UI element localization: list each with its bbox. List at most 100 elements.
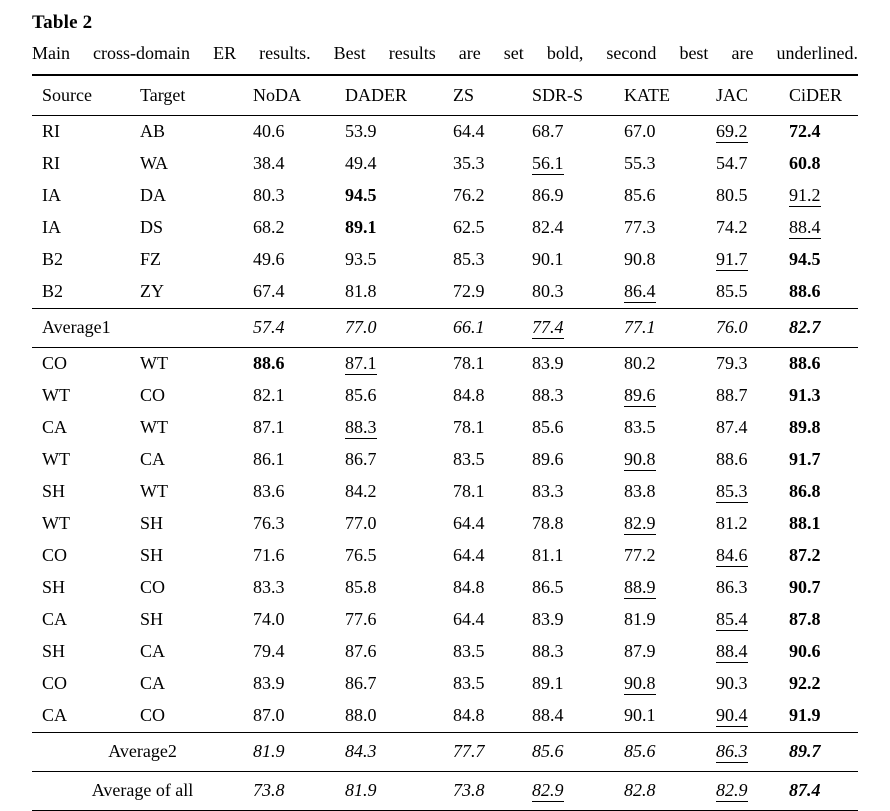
underlined-value: 91.2 bbox=[789, 185, 821, 207]
table-row: CA SH 74.0 77.6 64.4 83.9 81.9 85.4 87.8 bbox=[32, 604, 858, 636]
table-row: B2 ZY 67.4 81.8 72.9 80.3 86.4 85.5 88.6 bbox=[32, 276, 858, 309]
table-body: RI AB 40.6 53.9 64.4 68.7 67.0 69.2 72.4 RI WA 38.4… bbox=[32, 116, 858, 811]
cell-value: 78.1 bbox=[453, 417, 485, 437]
cell-value: 79.3 bbox=[716, 353, 748, 373]
average-label: Average2 bbox=[32, 732, 253, 772]
cell-target: WT bbox=[140, 417, 168, 437]
cell-value: 49.6 bbox=[253, 249, 285, 269]
cell-value: 83.5 bbox=[624, 417, 656, 437]
cell-value: 54.7 bbox=[716, 153, 748, 173]
cell-source: WT bbox=[42, 449, 70, 469]
underlined-value: 84.6 bbox=[716, 545, 748, 567]
cell-target: SH bbox=[140, 609, 164, 629]
cell-average-value: 85.6 bbox=[532, 732, 624, 772]
cell-value: 89.6 bbox=[532, 449, 564, 469]
underlined-value: 85.3 bbox=[716, 481, 748, 503]
cell-value: 88.7 bbox=[716, 385, 748, 405]
cell-value: 90.8 bbox=[624, 444, 716, 476]
cell-value: 80.2 bbox=[624, 353, 656, 373]
cell-value: 91.7 bbox=[789, 449, 821, 469]
cell-value: 88.6 bbox=[253, 353, 285, 373]
cell-value: 81.1 bbox=[532, 545, 564, 565]
table-row: RI AB 40.6 53.9 64.4 68.7 67.0 69.2 72.4 bbox=[32, 116, 858, 149]
column-header-cider: CiDER bbox=[789, 74, 858, 116]
cell-value: 35.3 bbox=[453, 153, 485, 173]
underlined-value: 82.9 bbox=[624, 513, 656, 535]
cell-average-value: 73.8 bbox=[453, 771, 532, 811]
cell-value: 93.5 bbox=[345, 249, 377, 269]
cell-average-value: 77.4 bbox=[532, 308, 624, 348]
cell-value: 83.8 bbox=[624, 481, 656, 501]
cell-value: 71.6 bbox=[253, 545, 285, 565]
cell-value: 85.3 bbox=[716, 476, 789, 508]
underlined-value: 88.3 bbox=[345, 417, 377, 439]
cell-target: CO bbox=[140, 577, 166, 597]
cell-value: 64.4 bbox=[453, 513, 485, 533]
cell-value: 88.9 bbox=[624, 572, 716, 604]
cell-value: 87.1 bbox=[345, 348, 453, 381]
cell-average-value: 82.9 bbox=[532, 771, 624, 811]
header-row: Source Target NoDA DADER ZS SDR-S KATE J… bbox=[32, 74, 858, 116]
cell-value: 62.5 bbox=[453, 217, 485, 237]
average-row: Average1 57.4 77.0 66.1 77.4 77.1 76.0 82.7 bbox=[32, 308, 858, 348]
underlined-value: 87.1 bbox=[345, 353, 377, 375]
cell-value: 85.4 bbox=[716, 604, 789, 636]
cell-value: 68.7 bbox=[532, 121, 564, 141]
cell-average-value: 81.9 bbox=[345, 771, 453, 811]
cell-value: 89.1 bbox=[345, 217, 377, 237]
cell-value: 86.5 bbox=[532, 577, 564, 597]
average-row: Average of all 73.8 81.9 73.8 82.9 82.8 82.9 87… bbox=[32, 771, 858, 811]
cell-value: 87.0 bbox=[253, 705, 285, 725]
cell-value: 90.8 bbox=[624, 668, 716, 700]
cell-value: 77.0 bbox=[345, 513, 377, 533]
cell-value: 86.3 bbox=[716, 577, 748, 597]
cell-target: ZY bbox=[140, 281, 164, 301]
cell-average-value: 76.0 bbox=[716, 308, 789, 348]
table-row: CO SH 71.6 76.5 64.4 81.1 77.2 84.6 87.2 bbox=[32, 540, 858, 572]
cell-source: WT bbox=[42, 385, 70, 405]
cell-value: 84.8 bbox=[453, 385, 485, 405]
underlined-value: 85.4 bbox=[716, 609, 748, 631]
underlined-value: 82.9 bbox=[532, 780, 564, 802]
cell-average-value: 77.0 bbox=[345, 308, 453, 348]
cell-value: 83.6 bbox=[253, 481, 285, 501]
cell-value: 89.8 bbox=[789, 417, 821, 437]
cell-value: 77.6 bbox=[345, 609, 377, 629]
cell-value: 88.6 bbox=[789, 281, 821, 301]
cell-value: 90.6 bbox=[789, 641, 821, 661]
cell-value: 78.8 bbox=[532, 513, 564, 533]
cell-value: 38.4 bbox=[253, 153, 285, 173]
table-caption: Main cross-domain ER results. Best resul… bbox=[32, 43, 858, 63]
cell-value: 87.4 bbox=[716, 417, 748, 437]
average-label: Average of all bbox=[32, 771, 253, 811]
cell-value: 69.2 bbox=[716, 116, 789, 149]
cell-value: 90.1 bbox=[532, 249, 564, 269]
cell-target: CA bbox=[140, 449, 166, 469]
cell-value: 79.4 bbox=[253, 641, 285, 661]
column-header-jac: JAC bbox=[716, 74, 789, 116]
cell-value: 67.0 bbox=[624, 121, 656, 141]
cell-value: 87.6 bbox=[345, 641, 377, 661]
cell-value: 84.8 bbox=[453, 705, 485, 725]
cell-value: 88.1 bbox=[789, 513, 821, 533]
cell-value: 90.4 bbox=[716, 700, 789, 733]
underlined-value: 86.4 bbox=[624, 281, 656, 303]
cell-source: RI bbox=[42, 121, 60, 141]
cell-target: CO bbox=[140, 385, 166, 405]
cell-value: 68.2 bbox=[253, 217, 285, 237]
table-row: CA WT 87.1 88.3 78.1 85.6 83.5 87.4 89.8 bbox=[32, 412, 858, 444]
underlined-value: 90.8 bbox=[624, 673, 656, 695]
cell-value: 78.1 bbox=[453, 353, 485, 373]
table-row: B2 FZ 49.6 93.5 85.3 90.1 90.8 91.7 94.5 bbox=[32, 244, 858, 276]
cell-value: 88.6 bbox=[789, 353, 821, 373]
cell-value: 94.5 bbox=[345, 185, 377, 205]
underlined-value: 88.9 bbox=[624, 577, 656, 599]
cell-target: DS bbox=[140, 217, 164, 237]
table-row: CO CA 83.9 86.7 83.5 89.1 90.8 90.3 92.2 bbox=[32, 668, 858, 700]
cell-value: 60.8 bbox=[789, 153, 821, 173]
cell-source: WT bbox=[42, 513, 70, 533]
column-header-dader: DADER bbox=[345, 74, 453, 116]
cell-target: SH bbox=[140, 513, 164, 533]
cell-value: 87.1 bbox=[253, 417, 285, 437]
results-table: Source Target NoDA DADER ZS SDR-S KATE J… bbox=[32, 74, 858, 811]
